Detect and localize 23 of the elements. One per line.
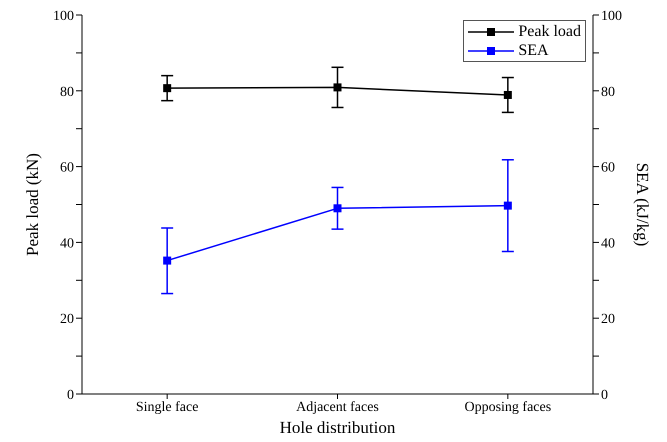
y-tick-label: 20 (60, 312, 74, 328)
y-tick-label: 100 (53, 8, 74, 24)
x-tick-label: Single face (136, 400, 198, 415)
y2-tick-label: 80 (601, 84, 615, 100)
y-tick-label: 60 (60, 160, 74, 176)
y2-tick-label: 0 (601, 388, 608, 403)
y-tick-label: 80 (60, 84, 74, 100)
y-axis-title: Peak load (kN) (23, 153, 42, 256)
y2-tick-label: 20 (601, 312, 615, 328)
x-tick-label: Adjacent faces (296, 400, 379, 415)
y-tick-label: 0 (67, 388, 74, 403)
x-axis-title: Hole distribution (280, 418, 396, 437)
y2-tick-label: 60 (601, 160, 615, 176)
y2-tick-label: 40 (601, 236, 615, 252)
y2-tick-label: 100 (601, 8, 622, 24)
point (334, 204, 342, 212)
x-tick-label: Opposing faces (464, 400, 552, 415)
point (504, 202, 512, 210)
y-tick-label: 40 (60, 236, 74, 252)
y2-axis-title: SEA (kJ/kg) (632, 162, 652, 246)
point (163, 256, 172, 265)
legend-label: SEA (518, 41, 549, 60)
legend-label: Peak load (518, 22, 581, 41)
